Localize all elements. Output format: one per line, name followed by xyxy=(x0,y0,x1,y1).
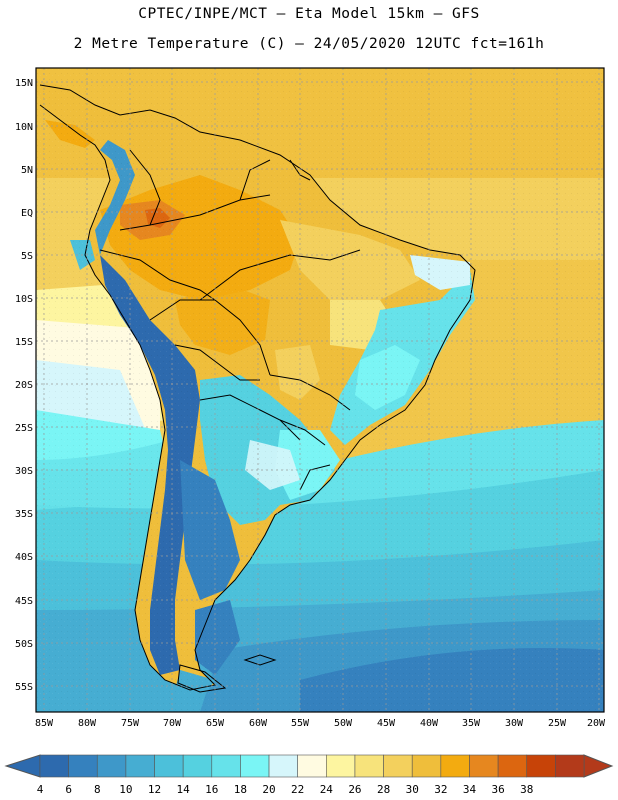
colorbar-swatch xyxy=(326,754,356,778)
lat-label: 5S xyxy=(21,251,33,262)
lon-label: 60W xyxy=(249,718,268,729)
colorbar-label: 26 xyxy=(348,783,361,796)
colorbar-label: 16 xyxy=(205,783,218,796)
lat-label: 40S xyxy=(15,552,33,563)
colorbar-swatch xyxy=(555,754,585,778)
colorbar-swatch xyxy=(96,754,127,778)
map-title-line1: CPTEC/INPE/MCT – Eta Model 15km – GFS xyxy=(138,6,480,22)
colorbar-low-arrow xyxy=(4,754,41,778)
lon-label: 75W xyxy=(121,718,140,729)
colorbar-legend: 4 6 8 10 12 14 16 18 20 22 24 26 28 30 32 34 36 38 xyxy=(4,754,614,796)
colorbar-swatch xyxy=(68,754,98,778)
colorbar-label: 28 xyxy=(377,783,390,796)
colorbar-swatch xyxy=(469,754,499,778)
colorbar-high-arrow xyxy=(583,754,614,778)
colorbar-label: 36 xyxy=(491,783,504,796)
lon-label: 80W xyxy=(78,718,97,729)
lon-label: 55W xyxy=(291,718,310,729)
lat-label: 10N xyxy=(15,122,33,133)
lat-label: 5N xyxy=(21,165,33,176)
lon-label: 70W xyxy=(163,718,182,729)
lon-label: 65W xyxy=(206,718,225,729)
lat-label: 35S xyxy=(15,509,33,520)
lat-label: 25S xyxy=(15,423,33,434)
lon-label: 45W xyxy=(377,718,396,729)
colorbar-swatch xyxy=(182,754,213,778)
lon-label: 30W xyxy=(505,718,524,729)
lat-label: 45S xyxy=(15,596,33,607)
lat-label: 10S xyxy=(15,294,33,305)
lon-label: 35W xyxy=(462,718,481,729)
lat-label: 30S xyxy=(15,466,33,477)
colorbar-label: 20 xyxy=(262,783,275,796)
colorbar-label: 34 xyxy=(463,783,477,796)
lat-label: EQ xyxy=(21,208,33,219)
colorbar-swatch xyxy=(497,754,528,778)
colorbar-swatch xyxy=(526,754,556,778)
colorbar-swatch xyxy=(240,754,270,778)
colorbar-label: 30 xyxy=(406,783,419,796)
colorbar-label: 6 xyxy=(65,783,72,796)
colorbar-swatch xyxy=(411,754,442,778)
lat-label: 55S xyxy=(15,682,33,693)
lon-label: 85W xyxy=(35,718,54,729)
lat-label: 15N xyxy=(15,78,33,89)
map-frame xyxy=(35,67,605,713)
colorbar-label: 18 xyxy=(234,783,247,796)
latitude-labels: 15N 10N 5N EQ 5S 10S 15S 20S 25S 30S 35S… xyxy=(15,78,33,693)
colorbar-label: 14 xyxy=(177,783,191,796)
colorbar-label: 24 xyxy=(320,783,334,796)
colorbar-label: 10 xyxy=(119,783,132,796)
graticule xyxy=(36,68,604,712)
colorbar-swatch xyxy=(268,754,298,778)
colorbar-swatch xyxy=(211,754,241,778)
colorbar-label: 22 xyxy=(291,783,304,796)
coastline-borders xyxy=(39,84,476,693)
lat-label: 15S xyxy=(15,337,33,348)
colorbar-label: 32 xyxy=(434,783,447,796)
lon-label: 25W xyxy=(548,718,567,729)
colorbar-label: 4 xyxy=(37,783,44,796)
colorbar-swatch xyxy=(297,754,327,778)
colorbar-swatch xyxy=(383,754,413,778)
lon-label: 50W xyxy=(334,718,353,729)
colorbar-label: 12 xyxy=(148,783,161,796)
colorbar-swatch xyxy=(125,754,155,778)
colorbar-swatch xyxy=(154,754,184,778)
longitude-labels: 85W 80W 75W 70W 65W 60W 55W 50W 45W 40W … xyxy=(35,718,606,729)
colorbar-label: 8 xyxy=(94,783,101,796)
lon-label: 40W xyxy=(420,718,439,729)
lon-label: 20W xyxy=(587,718,606,729)
lat-label: 20S xyxy=(15,380,33,391)
colorbar-swatch xyxy=(354,754,384,778)
colorbar-swatch xyxy=(440,754,470,778)
colorbar-swatch xyxy=(39,754,69,778)
lat-label: 50S xyxy=(15,639,33,650)
map-title-line2: 2 Metre Temperature (C) – 24/05/2020 12U… xyxy=(73,36,545,52)
colorbar-label: 38 xyxy=(520,783,533,796)
